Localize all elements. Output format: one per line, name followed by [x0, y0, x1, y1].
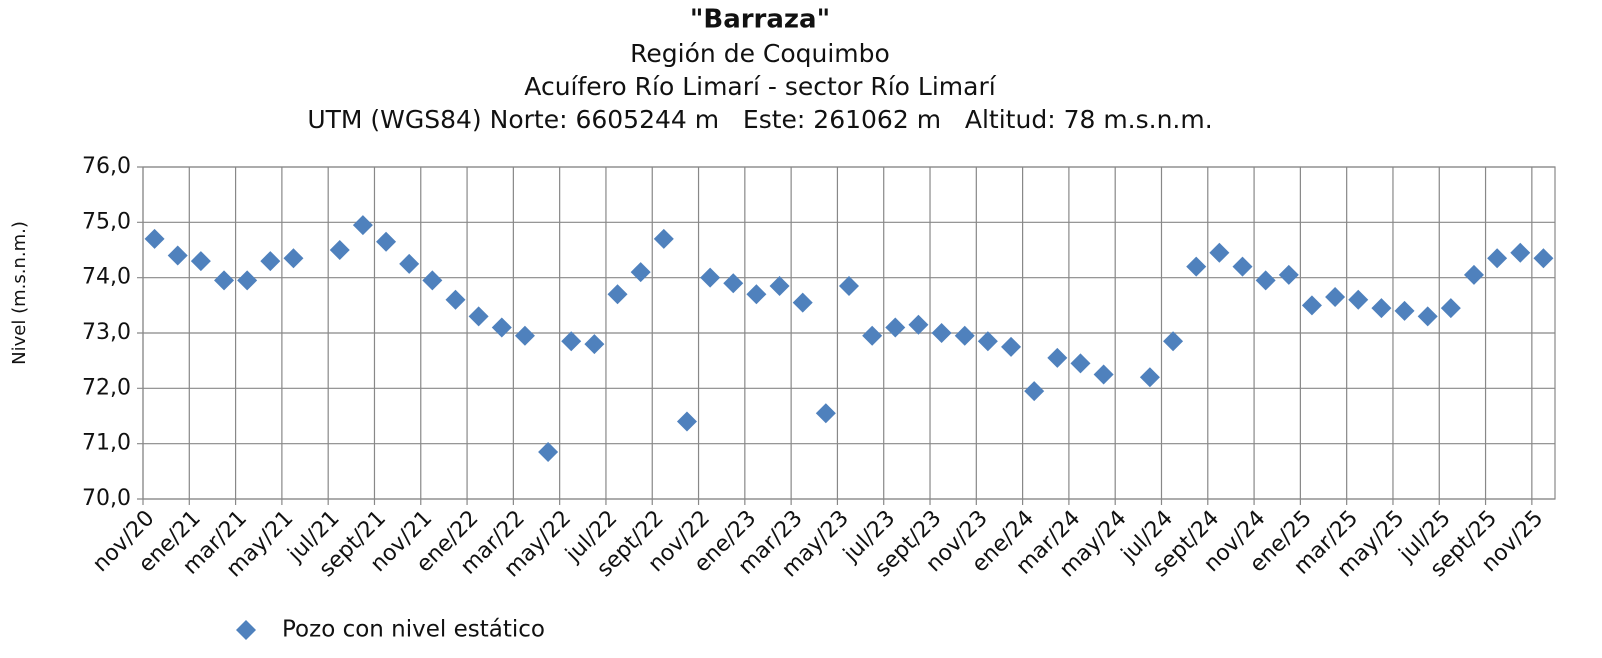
data-point: [329, 240, 350, 260]
data-point: [607, 284, 628, 305]
y-tick-label: 71,0: [82, 431, 131, 456]
data-point: [399, 253, 420, 274]
data-point: [931, 323, 952, 343]
data-point: [977, 331, 998, 352]
data-point: [144, 228, 165, 249]
data-point: [445, 289, 466, 310]
y-tick-label: 72,0: [82, 375, 131, 400]
y-tick-label: 75,0: [82, 209, 131, 234]
chart-subtitle: UTM (WGS84) Norte: 6605244 m Este: 26106…: [307, 105, 1212, 134]
data-point: [839, 275, 859, 296]
data-point: [1325, 287, 1346, 308]
data-point: [584, 334, 605, 355]
data-point: [862, 325, 883, 346]
data-point: [630, 262, 651, 283]
chart-subtitle: Acuífero Río Limarí - sector Río Limarí: [524, 72, 996, 101]
data-point: [468, 306, 489, 327]
y-tick-label: 76,0: [82, 154, 131, 179]
data-point: [1139, 367, 1160, 388]
data-point: [190, 251, 211, 272]
data-point: [1047, 347, 1068, 368]
data-point: [1232, 256, 1253, 277]
legend-marker: [236, 620, 256, 640]
data-point: [1510, 242, 1531, 263]
data-point: [1070, 353, 1091, 374]
data-point: [214, 270, 235, 291]
data-point: [746, 284, 767, 305]
data-point: [1255, 270, 1276, 291]
data-point: [1301, 295, 1322, 316]
y-axis-label: Nivel (m.s.n.m.): [9, 221, 30, 365]
data-point: [815, 403, 836, 424]
data-point: [700, 267, 721, 288]
data-point: [1440, 298, 1461, 319]
data-point: [1394, 300, 1415, 321]
data-point: [653, 228, 674, 249]
data-point: [1163, 331, 1184, 352]
data-point: [1278, 264, 1299, 285]
data-point: [1209, 242, 1230, 263]
y-tick-label: 74,0: [82, 265, 131, 290]
data-point: [1001, 336, 1022, 357]
data-point: [908, 314, 929, 335]
data-point: [514, 325, 535, 346]
data-point: [1417, 306, 1438, 327]
data-point: [1533, 248, 1554, 269]
chart-title: "Barraza": [690, 5, 830, 35]
data-point: [167, 245, 188, 266]
data-point: [1463, 264, 1484, 285]
data-point: [954, 325, 975, 346]
data-point: [283, 248, 304, 269]
data-point: [1487, 248, 1508, 269]
data-point: [1186, 256, 1207, 277]
data-point: [676, 411, 697, 432]
data-point: [561, 331, 582, 352]
y-tick-label: 70,0: [82, 486, 131, 511]
data-point: [723, 273, 744, 294]
data-point: [237, 270, 258, 291]
data-point: [260, 251, 281, 272]
chart-subtitle: Región de Coquimbo: [630, 39, 890, 68]
data-point: [1024, 381, 1045, 402]
data-point: [885, 317, 906, 338]
data-point: [1371, 298, 1392, 319]
data-point: [422, 270, 443, 291]
legend-label: Pozo con nivel estático: [282, 617, 545, 643]
data-point: [792, 292, 813, 313]
data-point: [769, 275, 790, 296]
plot-frame: [142, 166, 1556, 500]
data-point: [352, 215, 373, 236]
data-point: [1348, 289, 1369, 310]
data-point: [491, 317, 512, 338]
y-tick-label: 73,0: [82, 320, 131, 345]
data-point: [1093, 364, 1114, 385]
data-point: [538, 441, 559, 462]
data-point: [376, 231, 397, 252]
